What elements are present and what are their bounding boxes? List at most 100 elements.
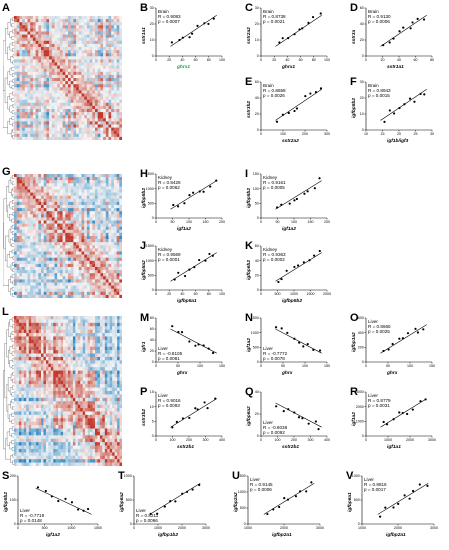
heatmap-cell [48, 363, 52, 368]
heatmap-cell [107, 418, 110, 422]
heatmap-cell [114, 363, 118, 368]
heatmap-cell [113, 214, 117, 218]
heatmap-cell [95, 90, 98, 94]
heatmap-cell [90, 397, 93, 402]
heatmap-cell [97, 370, 101, 375]
heatmap-cell [92, 136, 96, 140]
heatmap-cell [16, 28, 20, 32]
heatmap-cell [16, 294, 20, 298]
heatmap-cell [109, 431, 113, 436]
heatmap-cell [116, 121, 120, 125]
heatmap-cell [62, 93, 66, 97]
heatmap-cell [27, 257, 31, 261]
heatmap-cell [68, 84, 71, 88]
heatmap-cell [58, 346, 61, 351]
heatmap-cell [86, 211, 90, 215]
heatmap-cell [19, 282, 23, 286]
heatmap-cell [57, 232, 61, 237]
heatmap-cell [82, 326, 86, 330]
heatmap-cell [70, 121, 74, 125]
heatmap-cell [38, 387, 42, 392]
heatmap-cell [55, 401, 59, 405]
heatmap-cell [63, 346, 66, 351]
heatmap-cell [54, 102, 58, 107]
heatmap-cell [77, 329, 81, 334]
heatmap-cell [84, 124, 88, 128]
heatmap-cell [30, 87, 34, 91]
heatmap-cell [38, 102, 42, 107]
heatmap-cell [31, 336, 34, 341]
heatmap-cell [45, 425, 49, 429]
heatmap-cell [24, 87, 28, 91]
heatmap-cell [53, 425, 56, 429]
heatmap-cell [36, 442, 39, 446]
heatmap-cell [89, 267, 93, 271]
heatmap-cell [22, 279, 25, 283]
heatmap-cell [24, 217, 28, 221]
heatmap-cell [54, 43, 58, 48]
heatmap-cell [81, 282, 85, 286]
heatmap-cell [97, 438, 101, 443]
heatmap-cell [43, 192, 47, 196]
heatmap-cell [70, 214, 74, 218]
heatmap-cell [57, 112, 61, 116]
heatmap-cell [18, 326, 22, 330]
heatmap-cell [85, 435, 88, 439]
heatmap-cell [38, 229, 42, 234]
dendrogram-branch [12, 54, 14, 58]
heatmap-cell [33, 322, 37, 327]
heatmap-cell [19, 183, 23, 187]
dendrogram-branch [6, 254, 11, 268]
heatmap-cell [97, 360, 101, 364]
heatmap-cell [22, 105, 25, 110]
heatmap-cell [28, 394, 32, 399]
heatmap-cell [27, 102, 31, 107]
heatmap-cell [36, 397, 39, 402]
heatmap-cell [100, 112, 104, 116]
heatmap-cell [57, 19, 61, 23]
heatmap-cell [92, 425, 96, 429]
heatmap-cell [73, 183, 77, 187]
heatmap-cell [73, 31, 77, 35]
heatmap-cell [26, 343, 29, 347]
heatmap-cell [14, 445, 17, 450]
heatmap-cell [84, 214, 88, 218]
heatmap-cell [84, 56, 88, 60]
heatmap-cell [95, 195, 98, 199]
heatmap-cell [75, 326, 79, 330]
heatmap-cell [97, 363, 101, 368]
heatmap-cell [95, 431, 98, 436]
heatmap-cell [107, 397, 110, 402]
heatmap-cell [103, 208, 106, 212]
heatmap-cell [111, 208, 115, 212]
heatmap-cell [62, 195, 66, 199]
heatmap-cell [95, 391, 98, 395]
heatmap-cell [89, 105, 93, 110]
heatmap-cell [36, 445, 39, 450]
heatmap-cell [117, 408, 120, 412]
heatmap-cell [95, 322, 98, 327]
heatmap-cell [49, 31, 52, 35]
heatmap-cell [73, 81, 77, 85]
heatmap-cell [58, 326, 61, 330]
heatmap-cell [68, 367, 71, 371]
heatmap-cell [105, 96, 109, 100]
heatmap-cell [112, 431, 115, 436]
heatmap-cell [116, 260, 120, 265]
heatmap-cell [82, 363, 86, 368]
heatmap-cell [62, 136, 66, 140]
heatmap-cell [102, 418, 106, 422]
heatmap-cell [43, 217, 47, 221]
heatmap-cell [51, 232, 55, 237]
heatmap-cell [14, 411, 17, 416]
heatmap-cell [70, 239, 74, 243]
heatmap-cell [104, 339, 108, 344]
heatmap-cell [31, 428, 34, 433]
heatmap-cell [87, 418, 91, 422]
heatmap-cell [89, 177, 93, 181]
heatmap-cell [102, 367, 106, 371]
heatmap-cell [18, 377, 22, 381]
heatmap-cell [63, 435, 66, 439]
heatmap-cell [105, 87, 109, 91]
heatmap-cell [105, 251, 109, 255]
